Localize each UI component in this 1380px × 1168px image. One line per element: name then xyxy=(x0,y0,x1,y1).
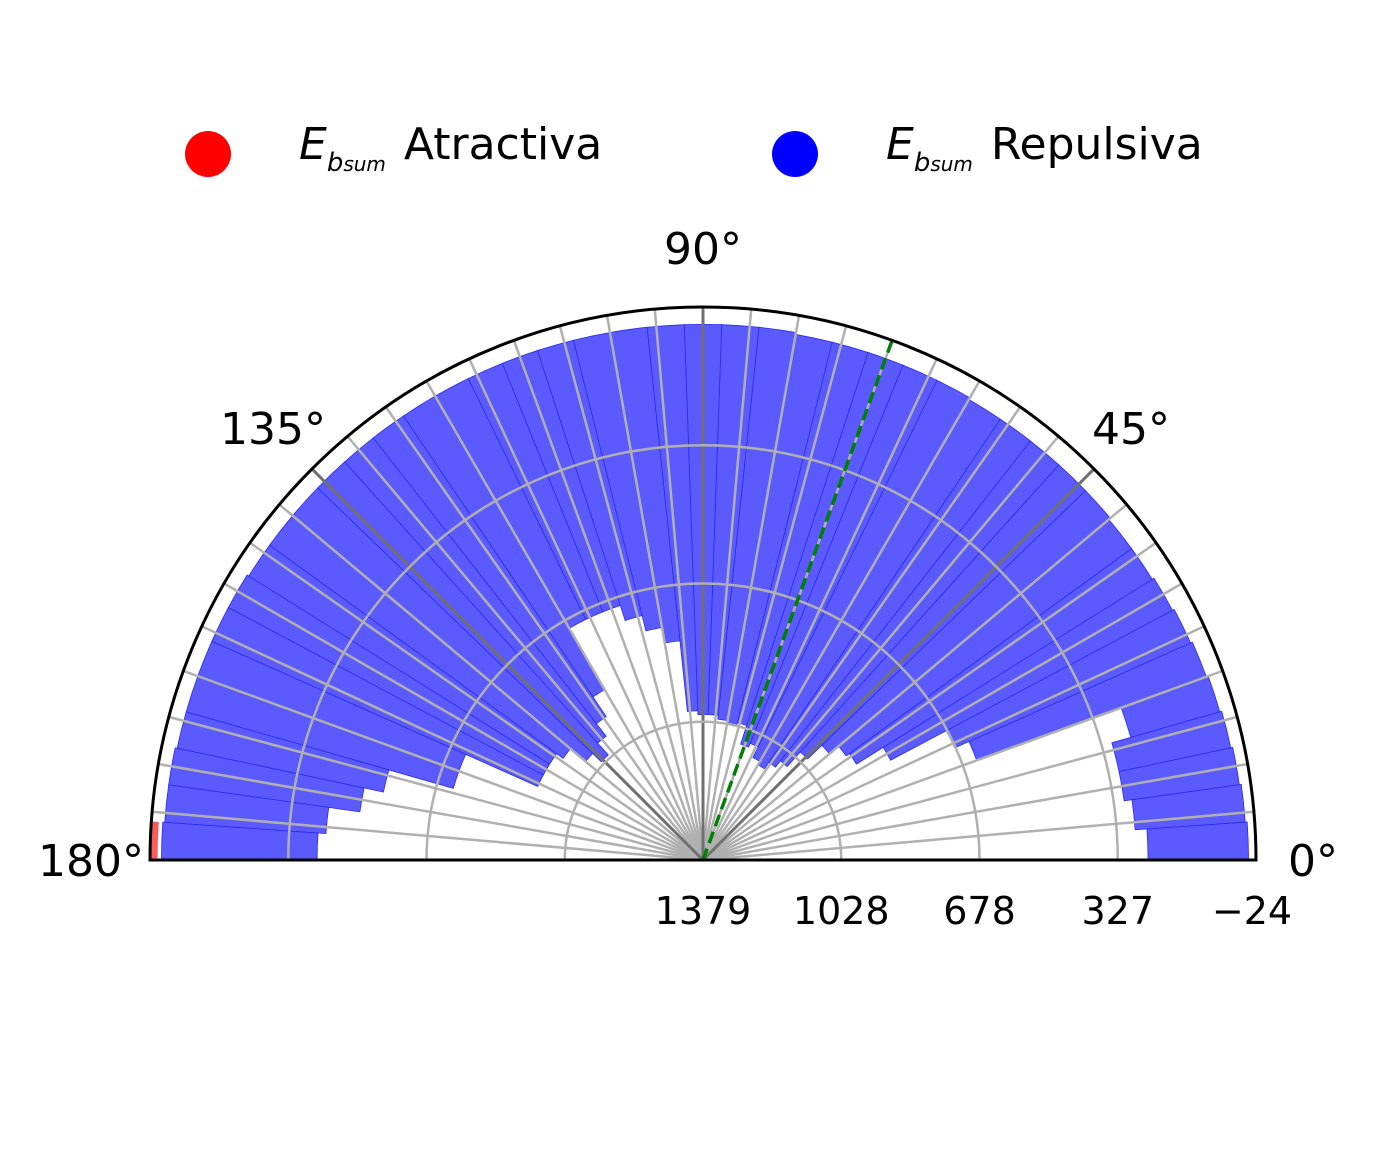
legend: Ebsum Atractiva Ebsum Repulsiva xyxy=(0,119,1380,186)
frame-layer xyxy=(148,305,1258,862)
legend-swatch-attractive xyxy=(185,131,231,177)
bars-layer xyxy=(150,323,1249,861)
angle-tick-label: 45° xyxy=(1092,404,1170,455)
legend-label-repulsive: Ebsum Repulsiva xyxy=(886,118,1203,178)
labels-layer: 0° 45° 90° 135° 180° 1379 1028 678 327 −24 xyxy=(38,224,1338,933)
grid-arc xyxy=(425,582,981,861)
radial-tick-label: 1379 xyxy=(655,889,752,933)
angle-tick-label: 135° xyxy=(220,404,326,455)
radial-tick-label: −24 xyxy=(1212,889,1292,933)
grid-arc xyxy=(563,720,843,861)
radial-tick-label: 678 xyxy=(943,889,1016,933)
polar-frame xyxy=(148,305,1258,862)
repulsive-bar xyxy=(1118,746,1240,802)
legend-item-repulsive: Ebsum Repulsiva xyxy=(772,119,1203,186)
grid-arc xyxy=(287,444,1119,861)
angle-tick-label: 0° xyxy=(1288,836,1338,887)
radial-tick-label: 327 xyxy=(1081,889,1154,933)
repulsive-bar xyxy=(968,641,1207,761)
angle-tick-label: 180° xyxy=(38,836,144,887)
radial-tick-label: 1028 xyxy=(793,889,890,933)
angle-tick-label: 90° xyxy=(664,224,742,275)
legend-swatch-repulsive xyxy=(772,131,818,177)
mean-angle-line xyxy=(701,339,894,861)
grid-layer xyxy=(151,307,1255,862)
legend-label-attractive: Ebsum Atractiva xyxy=(299,118,603,178)
repulsive-bar xyxy=(1146,821,1249,861)
legend-item-attractive: Ebsum Atractiva xyxy=(185,119,602,186)
repulsive-bar xyxy=(1131,783,1246,831)
